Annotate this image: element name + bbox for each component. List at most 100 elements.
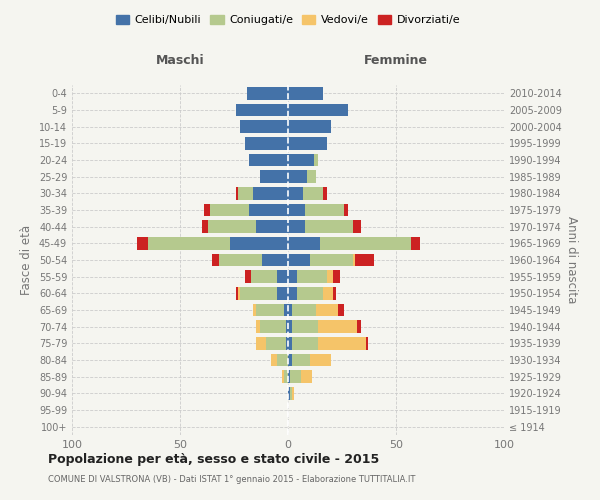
- Bar: [290, 387, 292, 400]
- Bar: [323, 187, 327, 200]
- Bar: [286, 320, 288, 333]
- Bar: [292, 320, 318, 333]
- Bar: [353, 220, 361, 233]
- Bar: [296, 287, 323, 300]
- Bar: [296, 270, 327, 283]
- Bar: [288, 187, 303, 200]
- Bar: [288, 370, 290, 383]
- Bar: [338, 304, 344, 316]
- Bar: [288, 154, 314, 166]
- Bar: [288, 304, 292, 316]
- Bar: [292, 337, 318, 349]
- Bar: [251, 270, 277, 283]
- Bar: [253, 304, 256, 316]
- Bar: [249, 154, 288, 166]
- Bar: [286, 337, 288, 349]
- Text: Popolazione per età, sesso e stato civile - 2015: Popolazione per età, sesso e stato civil…: [48, 452, 379, 466]
- Bar: [284, 370, 288, 383]
- Bar: [284, 304, 288, 316]
- Bar: [301, 370, 312, 383]
- Bar: [334, 270, 340, 283]
- Bar: [277, 354, 288, 366]
- Bar: [366, 337, 368, 349]
- Bar: [230, 237, 288, 250]
- Bar: [305, 204, 344, 216]
- Bar: [353, 254, 355, 266]
- Bar: [288, 387, 290, 400]
- Bar: [323, 287, 334, 300]
- Bar: [260, 170, 288, 183]
- Bar: [245, 137, 288, 149]
- Bar: [288, 87, 323, 100]
- Bar: [355, 254, 374, 266]
- Bar: [344, 204, 349, 216]
- Bar: [148, 237, 230, 250]
- Bar: [208, 220, 256, 233]
- Bar: [357, 320, 361, 333]
- Bar: [253, 187, 288, 200]
- Bar: [288, 170, 307, 183]
- Bar: [292, 387, 295, 400]
- Bar: [288, 104, 349, 116]
- Bar: [281, 370, 284, 383]
- Bar: [137, 237, 148, 250]
- Bar: [314, 154, 318, 166]
- Bar: [310, 354, 331, 366]
- Bar: [288, 270, 296, 283]
- Bar: [247, 87, 288, 100]
- Bar: [266, 337, 286, 349]
- Bar: [292, 354, 310, 366]
- Bar: [271, 354, 277, 366]
- Bar: [411, 237, 420, 250]
- Bar: [303, 187, 323, 200]
- Bar: [288, 220, 305, 233]
- Bar: [334, 287, 335, 300]
- Bar: [277, 270, 288, 283]
- Bar: [262, 254, 288, 266]
- Bar: [202, 220, 208, 233]
- Bar: [288, 337, 292, 349]
- Bar: [288, 237, 320, 250]
- Bar: [320, 237, 411, 250]
- Bar: [318, 320, 357, 333]
- Bar: [236, 287, 238, 300]
- Bar: [210, 204, 249, 216]
- Bar: [277, 287, 288, 300]
- Text: COMUNE DI VALSTRONA (VB) - Dati ISTAT 1° gennaio 2015 - Elaborazione TUTTITALIA.: COMUNE DI VALSTRONA (VB) - Dati ISTAT 1°…: [48, 476, 415, 484]
- Bar: [307, 170, 316, 183]
- Bar: [241, 120, 288, 133]
- Bar: [249, 204, 288, 216]
- Bar: [310, 254, 353, 266]
- Bar: [212, 254, 219, 266]
- Bar: [256, 220, 288, 233]
- Bar: [236, 187, 238, 200]
- Bar: [204, 204, 210, 216]
- Bar: [256, 304, 284, 316]
- Bar: [219, 254, 262, 266]
- Bar: [236, 104, 288, 116]
- Bar: [316, 304, 338, 316]
- Y-axis label: Fasce di età: Fasce di età: [20, 225, 33, 295]
- Bar: [288, 204, 305, 216]
- Bar: [305, 220, 353, 233]
- Bar: [288, 120, 331, 133]
- Bar: [238, 187, 253, 200]
- Legend: Celibi/Nubili, Coniugati/e, Vedovi/e, Divorziati/e: Celibi/Nubili, Coniugati/e, Vedovi/e, Di…: [112, 10, 464, 30]
- Bar: [292, 304, 316, 316]
- Text: Maschi: Maschi: [155, 54, 205, 68]
- Bar: [288, 287, 296, 300]
- Bar: [288, 254, 310, 266]
- Bar: [256, 337, 266, 349]
- Bar: [260, 320, 286, 333]
- Bar: [245, 270, 251, 283]
- Bar: [288, 354, 292, 366]
- Bar: [256, 320, 260, 333]
- Bar: [288, 137, 327, 149]
- Bar: [290, 370, 301, 383]
- Bar: [238, 287, 241, 300]
- Y-axis label: Anni di nascita: Anni di nascita: [565, 216, 578, 304]
- Bar: [327, 270, 334, 283]
- Bar: [241, 287, 277, 300]
- Bar: [318, 337, 366, 349]
- Text: Femmine: Femmine: [364, 54, 428, 68]
